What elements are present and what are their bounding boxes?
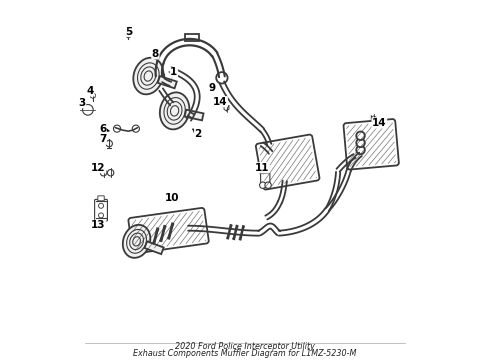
- Circle shape: [260, 182, 266, 188]
- Circle shape: [126, 33, 131, 38]
- Text: 6: 6: [99, 124, 106, 134]
- Circle shape: [132, 125, 140, 132]
- Text: 12: 12: [91, 163, 106, 173]
- Bar: [185, 34, 199, 41]
- Polygon shape: [158, 76, 177, 88]
- Text: 5: 5: [125, 27, 132, 37]
- Polygon shape: [185, 110, 203, 120]
- Polygon shape: [90, 93, 96, 98]
- Text: 14: 14: [372, 118, 387, 128]
- Text: 1: 1: [171, 67, 177, 77]
- Text: 10: 10: [165, 193, 179, 203]
- Text: 2: 2: [195, 129, 202, 139]
- Circle shape: [356, 139, 365, 147]
- Text: 7: 7: [99, 134, 106, 144]
- Ellipse shape: [160, 93, 190, 129]
- Text: 8: 8: [152, 49, 159, 59]
- Circle shape: [154, 71, 164, 81]
- Text: 13: 13: [91, 220, 106, 230]
- Text: 14: 14: [213, 96, 227, 107]
- Circle shape: [107, 170, 114, 176]
- Ellipse shape: [133, 58, 163, 94]
- Circle shape: [82, 104, 93, 115]
- FancyBboxPatch shape: [256, 135, 319, 190]
- Text: 3: 3: [78, 98, 86, 108]
- Circle shape: [216, 72, 227, 84]
- FancyBboxPatch shape: [261, 173, 270, 185]
- Ellipse shape: [123, 225, 150, 258]
- Text: Exhaust Components Muffler Diagram for L1MZ-5230-M: Exhaust Components Muffler Diagram for L…: [133, 349, 357, 358]
- Text: 9: 9: [209, 84, 216, 94]
- Circle shape: [98, 213, 103, 218]
- Circle shape: [265, 182, 271, 188]
- FancyBboxPatch shape: [95, 199, 107, 221]
- Circle shape: [100, 170, 107, 176]
- Circle shape: [114, 125, 121, 132]
- Circle shape: [98, 203, 103, 208]
- Polygon shape: [224, 105, 229, 111]
- Circle shape: [106, 140, 112, 147]
- Polygon shape: [145, 241, 164, 254]
- Text: 4: 4: [87, 86, 94, 96]
- FancyBboxPatch shape: [98, 196, 104, 201]
- Circle shape: [356, 146, 365, 154]
- FancyBboxPatch shape: [343, 119, 399, 170]
- Circle shape: [356, 131, 365, 140]
- Text: 2020 Ford Police Interceptor Utility: 2020 Ford Police Interceptor Utility: [175, 342, 315, 351]
- Text: 11: 11: [255, 163, 270, 173]
- FancyBboxPatch shape: [128, 208, 209, 253]
- Polygon shape: [371, 116, 376, 122]
